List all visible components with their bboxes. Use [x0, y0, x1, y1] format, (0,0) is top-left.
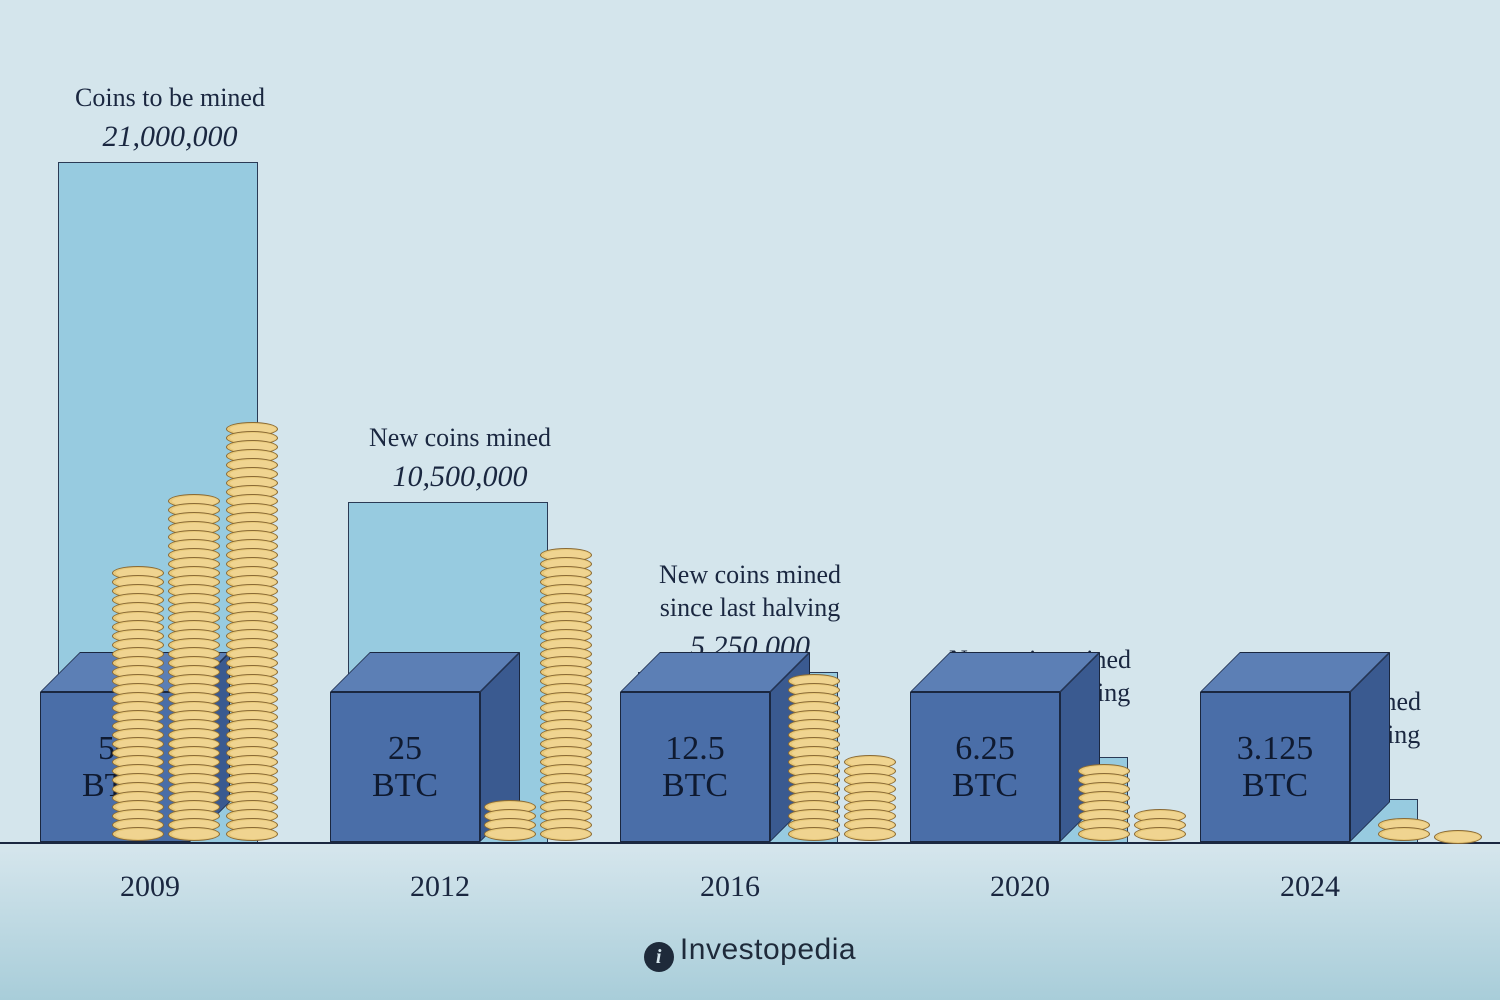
bar-label: Coins to be mined 21,000,000	[30, 82, 310, 155]
cube-text: 25BTC	[372, 730, 438, 805]
coin-icon	[1434, 830, 1482, 844]
coin-stack	[1134, 814, 1186, 841]
bar-label-line: New coins mined	[610, 559, 890, 592]
bar-label-value: 21,000,000	[30, 120, 310, 154]
cube-front: 6.25BTC	[910, 692, 1060, 842]
cube-text-value: 12.5	[662, 730, 728, 767]
cube-text-unit: BTC	[372, 767, 438, 804]
coin-stack	[788, 679, 840, 841]
cube-text-value: 25	[372, 730, 438, 767]
bar-label: New coins minedsince last halving5,250,0…	[610, 559, 890, 664]
cube-text: 12.5BTC	[662, 730, 728, 805]
btc-cube: 25BTC	[330, 652, 510, 832]
year-label: 2016	[590, 870, 870, 904]
coin-icon	[1078, 827, 1130, 841]
cube-text-unit: BTC	[1237, 767, 1314, 804]
coin-stack	[540, 553, 592, 841]
coin-icon	[540, 827, 592, 841]
coin-icon	[112, 827, 164, 841]
coin-stack	[1378, 823, 1430, 841]
coin-stack	[484, 805, 536, 841]
coin-icon	[788, 827, 840, 841]
btc-cube: 12.5BTC	[620, 652, 800, 832]
cube-front: 12.5BTC	[620, 692, 770, 842]
coin-stack	[226, 427, 278, 841]
coin-icon	[484, 827, 536, 841]
footer-text: Investopedia	[680, 933, 856, 966]
year-label: 2024	[1170, 870, 1450, 904]
cube-text-unit: BTC	[952, 767, 1018, 804]
btc-cube: 3.125BTC	[1200, 652, 1380, 832]
footer-logo: iInvestopedia	[0, 933, 1500, 973]
columns-container: Coins to be mined21,000,00050BTC2009New …	[0, 0, 1500, 1000]
bar-label-line: since last halving	[610, 592, 890, 625]
btc-cube: 6.25BTC	[910, 652, 1090, 832]
coin-stack	[1078, 769, 1130, 841]
bar-label-line: Coins to be mined	[30, 82, 310, 115]
coin-icon	[226, 827, 278, 841]
infographic-canvas: Coins to be mined21,000,00050BTC2009New …	[0, 0, 1500, 1000]
coin-icon	[1134, 827, 1186, 841]
coin-icon	[1378, 827, 1430, 841]
year-label: 2012	[300, 870, 580, 904]
year-label: 2020	[880, 870, 1160, 904]
coin-stack	[168, 499, 220, 841]
cube-text-value: 3.125	[1237, 730, 1314, 767]
year-label: 2009	[10, 870, 290, 904]
coin-stack	[844, 760, 896, 841]
cube-text: 6.25BTC	[952, 730, 1018, 805]
cube-text-value: 6.25	[952, 730, 1018, 767]
cube-front: 25BTC	[330, 692, 480, 842]
logo-mark-icon: i	[644, 942, 674, 972]
bar-label-line: New coins mined	[320, 422, 600, 455]
cube-text: 3.125BTC	[1237, 730, 1314, 805]
bar-label: New coins mined 10,500,000	[320, 422, 600, 495]
coin-stack	[112, 571, 164, 841]
cube-text-unit: BTC	[662, 767, 728, 804]
bar-label-value: 10,500,000	[320, 460, 600, 494]
coin-icon	[168, 827, 220, 841]
cube-front: 3.125BTC	[1200, 692, 1350, 842]
coin-icon	[844, 827, 896, 841]
